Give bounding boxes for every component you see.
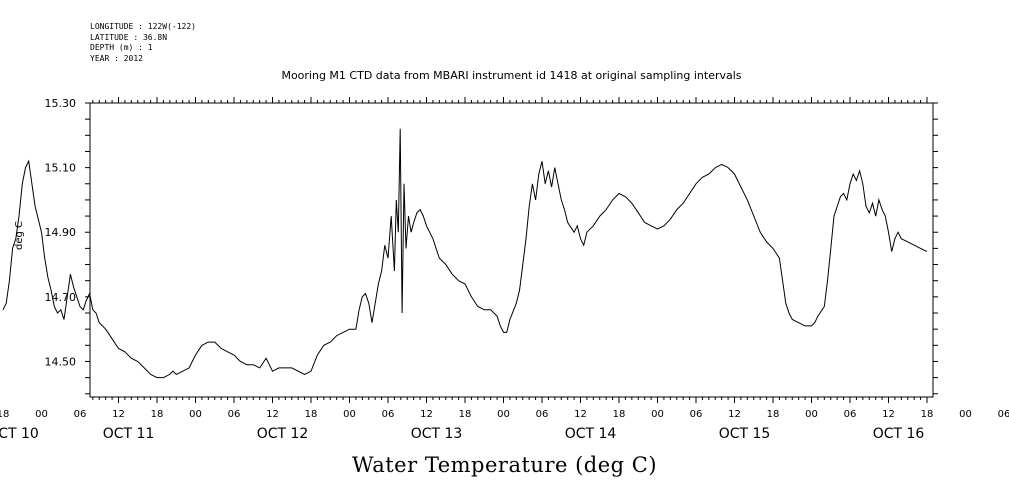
- day-label: OCT 16: [873, 426, 925, 442]
- y-tick-label: 15.10: [45, 162, 77, 175]
- bottom-title: Water Temperature (deg C): [351, 453, 658, 477]
- x-tick-label: 18: [0, 409, 9, 420]
- y-tick-labels: 15.30 15.10 14.90 14.70 14.50: [45, 97, 77, 368]
- x-tick-label: 00: [651, 409, 664, 420]
- plot-frame: [89, 102, 934, 398]
- x-tick-label: 18: [767, 409, 780, 420]
- day-label: OCT 10: [0, 426, 39, 442]
- y-tick-label: 14.70: [45, 291, 77, 304]
- x-tick-label: 12: [112, 409, 125, 420]
- day-labels: OCT 10 OCT 11 OCT 12 OCT 13 OCT 14 OCT 15 OCT …: [0, 426, 924, 442]
- x-tick-label: 12: [728, 409, 741, 420]
- day-label: OCT 13: [411, 426, 463, 442]
- x-tick-label: 06: [998, 409, 1009, 420]
- day-label: OCT 11: [103, 426, 155, 442]
- y-tick-label: 14.90: [45, 226, 77, 239]
- x-tick-label: 06: [690, 409, 703, 420]
- day-label: OCT 15: [719, 426, 771, 442]
- x-tick-label: 12: [882, 409, 895, 420]
- x-tick-label: 00: [959, 409, 972, 420]
- day-label: OCT 14: [565, 426, 617, 442]
- x-tick-label: 18: [459, 409, 472, 420]
- x-tick-label: 06: [74, 409, 87, 420]
- y-tick-label: 14.50: [45, 355, 77, 368]
- temperature-chart: 15.30 15.10 14.90 14.70 14.50 18 00 06 12 18 00 06…: [0, 97, 1009, 442]
- x-tick-label: 00: [343, 409, 356, 420]
- meta-year: YEAR : 2012: [90, 53, 143, 63]
- x-tick-label: 18: [151, 409, 164, 420]
- x-tick-label: 06: [536, 409, 549, 420]
- x-tick-label: 00: [189, 409, 202, 420]
- day-label: OCT 12: [257, 426, 309, 442]
- x-tick-labels: 18 00 06 12 18 00 06 12 18 00 06 12 18 00 06 12 18 00 06 12…: [0, 409, 1009, 420]
- x-tick-label: 00: [497, 409, 510, 420]
- y-tick-label: 15.30: [45, 97, 77, 110]
- metadata-block: LONGITUDE : 122W(-122) LATITUDE : 36.8N …: [90, 22, 196, 64]
- x-tick-label: 18: [613, 409, 626, 420]
- x-tick-label: 18: [305, 409, 318, 420]
- x-tick-label: 12: [266, 409, 279, 420]
- meta-longitude: LONGITUDE : 122W(-122): [90, 22, 196, 31]
- meta-depth: DEPTH (m) : 1: [90, 43, 153, 52]
- x-tick-label: 12: [420, 409, 433, 420]
- x-tick-label: 00: [805, 409, 818, 420]
- x-tick-label: 06: [228, 409, 241, 420]
- x-tick-label: 06: [382, 409, 395, 420]
- x-tick-label: 18: [921, 409, 934, 420]
- series-line-water-temperature: [2, 128, 928, 379]
- chart-title: Mooring M1 CTD data from MBARI instrumen…: [281, 69, 742, 82]
- x-tick-label: 00: [35, 409, 48, 420]
- x-tick-label: 12: [574, 409, 587, 420]
- meta-latitude: LATITUDE : 36.8N: [90, 32, 168, 42]
- axis-ticks: [85, 97, 938, 403]
- x-tick-label: 06: [844, 409, 857, 420]
